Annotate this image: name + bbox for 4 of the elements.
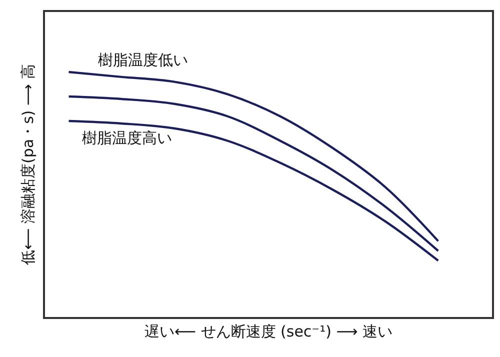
x-axis-title: 遅い⟵ せん断速度 (sec⁻¹) ⟶ 速い: [144, 322, 393, 340]
series-label: 樹脂温度低い: [98, 51, 188, 69]
y-axis-title: 低⟵ 溶融粘度(pa・s) ⟶ 高: [19, 64, 37, 265]
series-label: 樹脂温度高い: [82, 129, 172, 147]
